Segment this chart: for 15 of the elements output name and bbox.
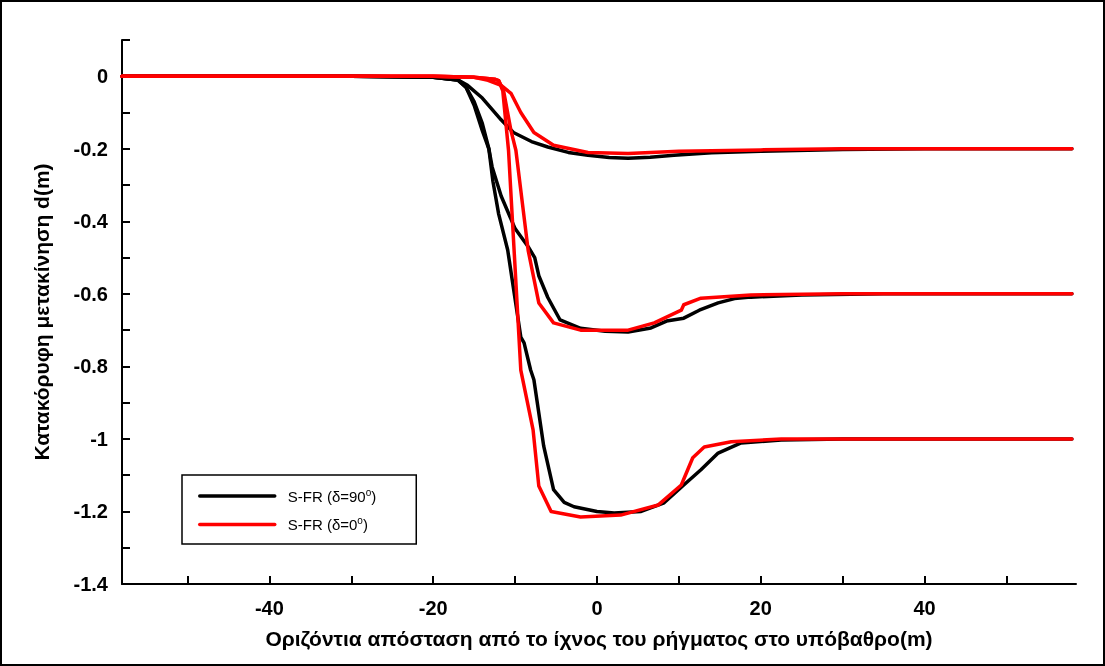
x-tick-label: -40: [254, 597, 284, 619]
y-tick-label: -0.4: [73, 210, 109, 233]
y-axis-title: Κατακόρυφη μετακίνηση d(m): [30, 163, 53, 461]
y-tick-label: -0.6: [73, 282, 108, 305]
x-tick-label: 0: [591, 597, 603, 619]
x-tick-label: 40: [913, 597, 936, 619]
y-tick-label: -0.2: [73, 137, 108, 160]
x-tick-label: 20: [749, 597, 772, 619]
x-axis-title: Οριζόντια απόσταση από το ίχνος του ρήγματος στο υπόβαθρο(m): [265, 627, 933, 651]
y-tick-label: -1: [90, 427, 108, 450]
y-tick-label: -1.4: [73, 573, 109, 595]
y-tick-label: 0: [96, 65, 108, 88]
y-tick-label: -0.8: [73, 355, 108, 378]
y-tick-label: -1.2: [73, 500, 108, 523]
x-tick-label: -20: [418, 597, 448, 619]
